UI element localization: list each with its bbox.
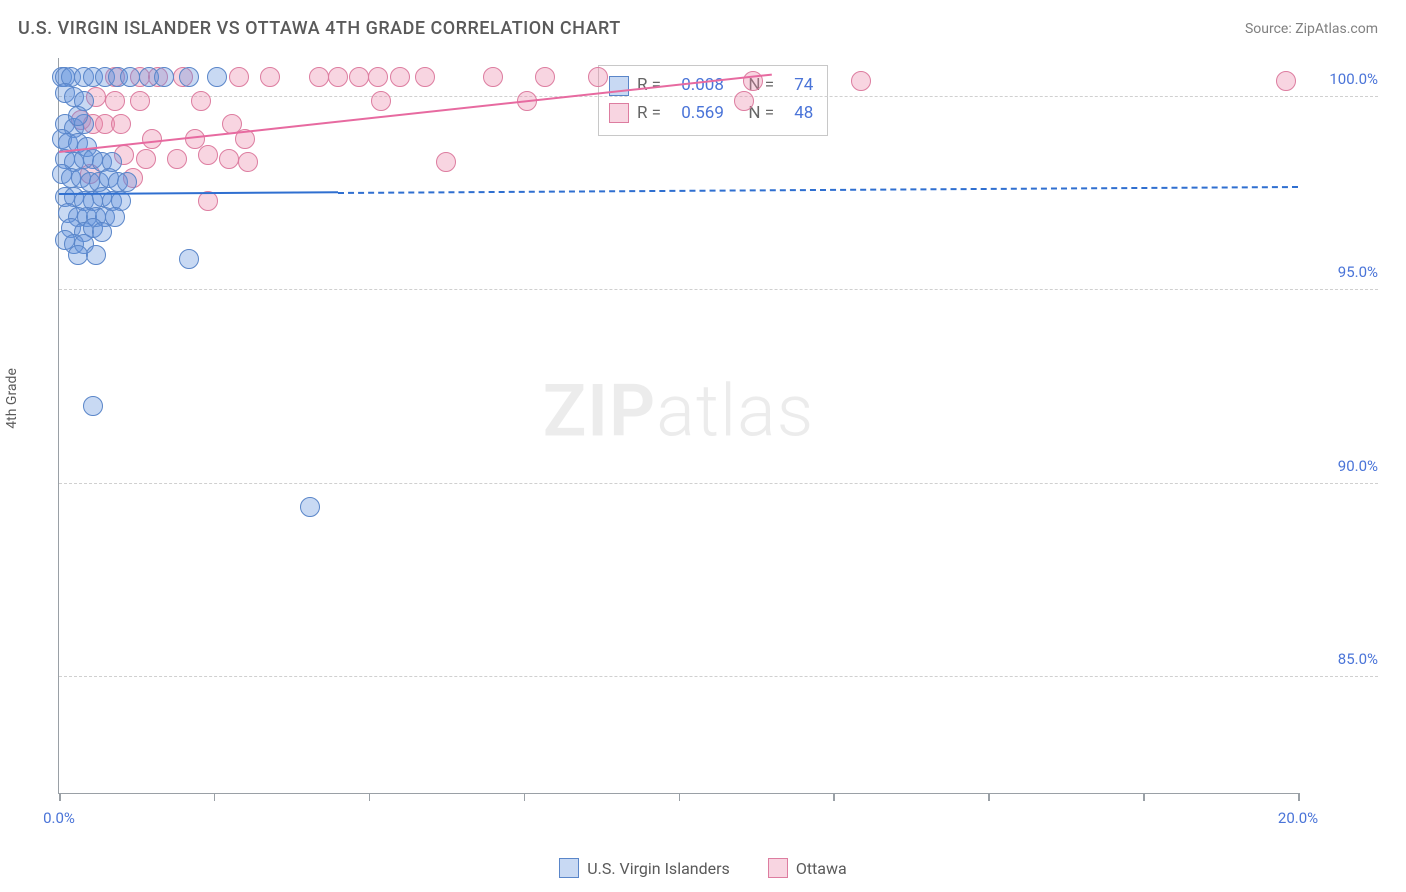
x-tick-label: 0.0% [43,809,75,827]
data-point [219,149,239,169]
data-point [207,67,227,87]
legend-label-pink: Ottawa [796,859,847,878]
stats-row-pink: R = 0.569 N = 48 [609,100,813,127]
x-tick [1298,793,1300,801]
watermark: ZIPatlas [543,368,815,453]
y-tick-label: 100.0% [1306,70,1378,88]
data-point [105,91,125,111]
x-tick [1143,793,1145,801]
gridline [59,676,1378,677]
data-point [68,106,88,126]
data-point [535,67,555,87]
data-point [588,67,608,87]
x-tick [988,793,990,801]
data-point [198,145,218,165]
legend-label-blue: U.S. Virgin Islanders [587,859,730,878]
data-point [179,67,199,87]
source-label: Source: ZipAtlas.com [1245,21,1378,37]
bottom-legend: U.S. Virgin Islanders Ottawa [0,858,1406,878]
x-tick-label: 20.0% [1278,809,1318,827]
data-point [300,497,320,517]
data-point [167,149,187,169]
data-point [371,91,391,111]
y-tick-label: 95.0% [1306,263,1378,281]
data-point [349,67,369,87]
data-point [120,67,140,87]
data-point [86,245,106,265]
x-tick [679,793,681,801]
y-axis-label: 4th Grade [4,368,20,429]
data-point [191,91,211,111]
gridline [59,289,1378,290]
data-point [390,67,410,87]
x-tick [524,793,526,801]
data-point [92,222,112,242]
data-point [130,91,150,111]
x-tick [833,793,835,801]
data-point [851,71,871,91]
chart-title: U.S. VIRGIN ISLANDER VS OTTAWA 4TH GRADE… [18,18,621,39]
stats-legend-box: R = 0.008 N = 74 R = 0.569 N = 48 [598,65,828,135]
x-tick [369,793,371,801]
data-point [68,245,88,265]
data-point [83,396,103,416]
data-point [117,172,137,192]
y-tick-label: 90.0% [1306,457,1378,475]
data-point [328,67,348,87]
data-point [154,67,174,87]
data-point [111,114,131,134]
y-tick-label: 85.0% [1306,650,1378,668]
data-point [483,67,503,87]
data-point [734,91,754,111]
legend-item-blue: U.S. Virgin Islanders [559,858,730,878]
swatch-blue-icon [559,858,579,878]
data-point [368,67,388,87]
legend-item-pink: Ottawa [768,858,847,878]
gridline [59,96,1378,97]
data-point [436,152,456,172]
data-point [415,67,435,87]
swatch-pink-icon [768,858,788,878]
swatch-pink-icon [609,103,629,123]
data-point [179,249,199,269]
chart-area: 4th Grade ZIPatlas R = 0.008 N = 74 R = … [18,50,1388,852]
data-point [1276,71,1296,91]
plot-region: ZIPatlas R = 0.008 N = 74 R = 0.569 N = … [58,58,1298,794]
data-point [260,67,280,87]
x-tick [214,793,216,801]
data-point [238,152,258,172]
data-point [136,149,156,169]
x-tick [59,793,61,801]
data-point [198,191,218,211]
trend-line-dashed [338,186,1298,194]
gridline [59,483,1378,484]
data-point [309,67,329,87]
data-point [229,67,249,87]
